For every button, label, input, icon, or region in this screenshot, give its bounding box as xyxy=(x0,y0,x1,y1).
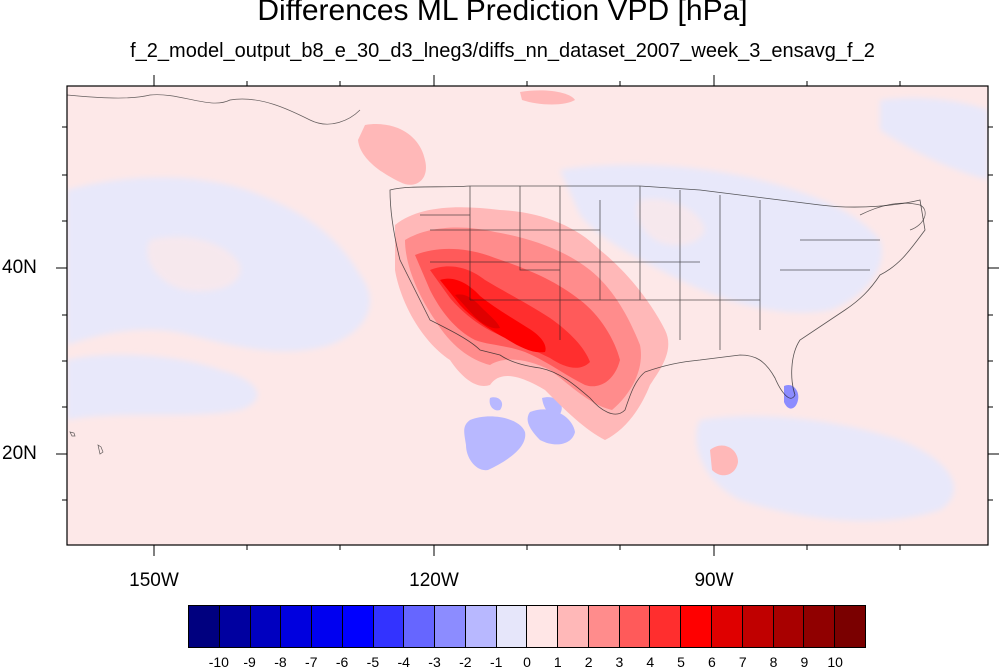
colorbar-box xyxy=(281,606,313,647)
colorbar-box xyxy=(527,606,559,647)
colorbar-tick-label: -4 xyxy=(397,654,410,670)
lat-label-40n: 40N xyxy=(2,257,37,278)
colorbar-tick-label: 4 xyxy=(646,654,655,670)
colorbar-box xyxy=(742,606,774,647)
colorbar-tick-label: 1 xyxy=(553,654,562,670)
map-plot-area xyxy=(67,86,988,545)
colorbar-tick-label: 5 xyxy=(677,654,685,670)
colorbar xyxy=(188,605,866,648)
coastlines xyxy=(67,94,926,455)
colorbar-tick-label: -1 xyxy=(489,654,503,670)
boundary-lines xyxy=(389,185,926,415)
lon-label-120w: 120W xyxy=(409,570,459,591)
colorbar-tick-label: 9 xyxy=(800,654,809,670)
chart-title: Differences ML Prediction VPD [hPa] xyxy=(257,0,748,27)
lat-label-20n: 20N xyxy=(2,443,37,464)
colorbar-box xyxy=(712,606,743,647)
chart-subtitle: f_2_model_output_b8_e_30_d3_lneg3/diffs_… xyxy=(130,40,875,62)
colorbar-tick-label: 3 xyxy=(615,654,624,670)
lon-label-150w: 150W xyxy=(129,570,179,591)
lon-label-90w: 90W xyxy=(694,570,734,591)
negative-difference-regions xyxy=(67,98,988,521)
colorbar-tick-label: 8 xyxy=(769,654,778,670)
colorbar-box xyxy=(373,606,405,647)
colorbar-box xyxy=(650,606,682,647)
colorbar-box xyxy=(465,606,497,647)
colorbar-box xyxy=(404,606,436,647)
colorbar-box xyxy=(219,606,251,647)
colorbar-box xyxy=(496,606,528,647)
colorbar-box xyxy=(558,606,589,647)
colorbar-box xyxy=(250,606,282,647)
colorbar-box xyxy=(342,606,374,647)
colorbar-tick-label: -5 xyxy=(366,654,380,670)
colorbar-tick-label: 6 xyxy=(708,654,716,670)
colorbar-tick-label: -8 xyxy=(274,654,287,670)
colorbar-box xyxy=(835,606,865,647)
colorbar-tick-label: 0 xyxy=(523,654,531,670)
colorbar-box xyxy=(619,606,651,647)
colorbar-box xyxy=(189,606,220,647)
colorbar-tick-label: 7 xyxy=(738,654,747,670)
axis-ticks xyxy=(56,75,999,556)
colorbar-tick-label: -7 xyxy=(305,654,318,670)
colorbar-box xyxy=(312,606,343,647)
colorbar-tick-label: -6 xyxy=(335,654,349,670)
colorbar-box xyxy=(435,606,466,647)
colorbar-tick-label: -10 xyxy=(208,654,229,670)
colorbar-tick-label: 2 xyxy=(584,654,593,670)
colorbar-box xyxy=(804,606,836,647)
colorbar-box xyxy=(773,606,805,647)
colorbar-tick-label: -3 xyxy=(428,654,441,670)
colorbar-box xyxy=(681,606,713,647)
colorbar-tick-label: -2 xyxy=(459,654,472,670)
colorbar-tick-label: 10 xyxy=(827,654,843,670)
minor-ticks xyxy=(62,81,993,550)
colorbar-labels: -10 -9 -8 -7 -6 -5 -4 -3 -2 -1 0 1 2 3 4 5 6 7 8 9 10 xyxy=(188,654,866,672)
colorbar-tick-label: -9 xyxy=(243,654,256,670)
colorbar-box xyxy=(588,606,620,647)
